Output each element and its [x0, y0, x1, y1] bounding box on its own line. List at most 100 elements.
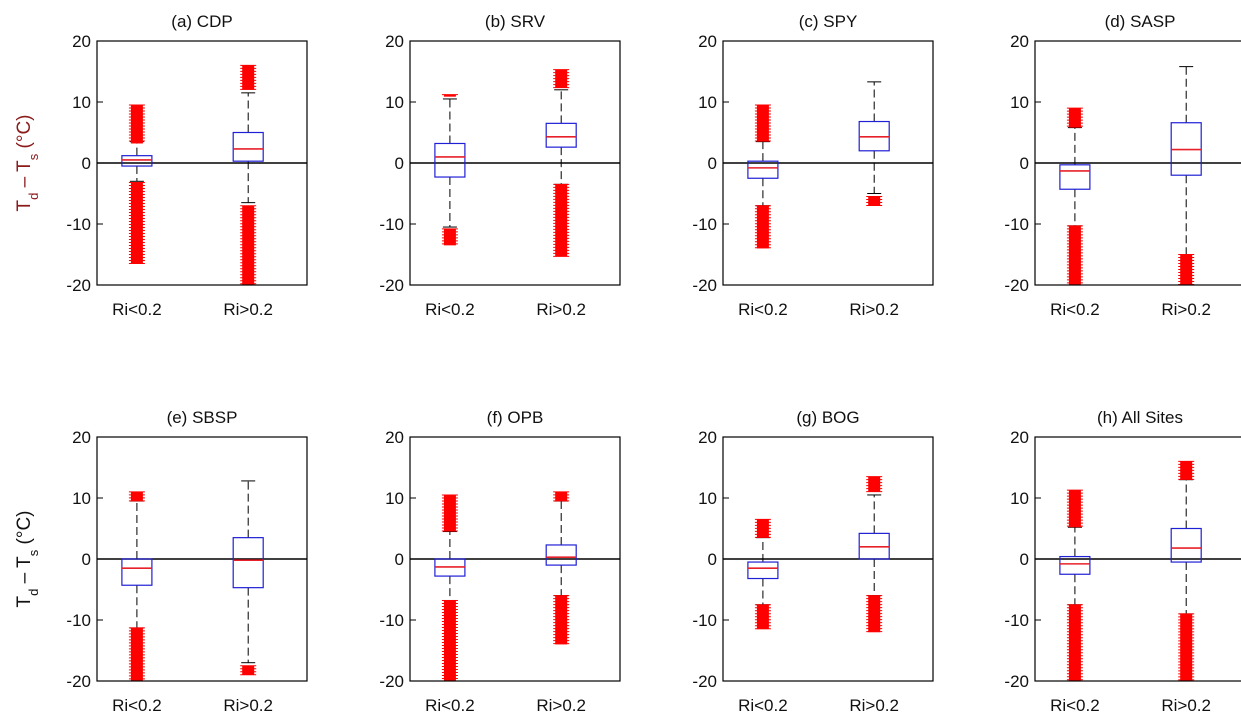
y-tick-label: 20	[385, 428, 404, 447]
box-ri-gt-0-2	[858, 81, 890, 207]
chart-panel: (a) CDP -20 -10 0 10 20 Ri<0.2 Ri>0.2	[66, 12, 308, 319]
chart-panel: (e) SBSP -20 -10 0 10 20 Ri<0.2 Ri>0.2	[66, 408, 308, 715]
iqr-box	[747, 561, 779, 580]
x-category-label: Ri<0.2	[738, 300, 788, 319]
y-tick-label: -20	[379, 672, 404, 691]
x-category-label: Ri<0.2	[425, 696, 475, 715]
y-axis-label: Td – Ts (°C)	[14, 511, 41, 608]
y-tick-label: -20	[66, 276, 91, 295]
x-category-label: Ri>0.2	[1161, 300, 1211, 319]
x-category-label: Ri>0.2	[849, 300, 899, 319]
x-category-label: Ri<0.2	[1050, 300, 1100, 319]
chart-panel: (g) BOG -20 -10 0 10 20 Ri<0.2 Ri>0.2	[692, 408, 934, 715]
y-tick-label: -10	[1004, 611, 1029, 630]
y-tick-label: 10	[385, 93, 404, 112]
y-tick-label: 0	[395, 154, 404, 173]
iqr-box	[232, 131, 264, 162]
y-tick-label: 10	[72, 93, 91, 112]
y-tick-label: 0	[395, 550, 404, 569]
y-tick-label: 20	[698, 32, 717, 51]
box-ri-gt-0-2	[1170, 460, 1202, 681]
box-ri-gt-0-2	[1170, 66, 1202, 285]
y-axis-label: Td – Ts (°C)	[14, 115, 41, 212]
y-tick-label: -10	[692, 215, 717, 234]
box-ri-gt-0-2	[232, 64, 264, 285]
y-tick-label: -10	[379, 215, 404, 234]
y-tick-label: 20	[385, 32, 404, 51]
y-tick-label: 0	[708, 154, 717, 173]
x-category-label: Ri<0.2	[1050, 696, 1100, 715]
chart-panel: (h) All Sites -20 -10 0 10 20 Ri<0.2 Ri>0.2	[1004, 408, 1241, 715]
box-ri-gt-0-2	[232, 480, 264, 676]
outlier-cluster	[868, 196, 881, 206]
iqr-box	[232, 537, 264, 589]
plot-frame	[1034, 40, 1241, 286]
y-tick-label: 0	[82, 154, 91, 173]
iqr-box	[1170, 527, 1202, 563]
outlier-cluster	[555, 491, 568, 502]
box-ri-lt-0-2	[747, 518, 779, 630]
plot-frame	[722, 436, 934, 682]
panel-title: (a) CDP	[171, 12, 232, 31]
chart-panel: (b) SRV -20 -10 0 10 20 Ri<0.2 Ri>0.2	[379, 12, 621, 319]
panel-title: (f) OPB	[487, 408, 544, 427]
x-category-label: Ri<0.2	[738, 696, 788, 715]
plot-frame	[409, 40, 621, 286]
box-ri-lt-0-2	[434, 494, 466, 681]
x-category-label: Ri>0.2	[536, 696, 586, 715]
box-ri-lt-0-2	[434, 94, 466, 246]
y-tick-label: -10	[692, 611, 717, 630]
panel-title: (b) SRV	[485, 12, 546, 31]
y-tick-label: 0	[82, 550, 91, 569]
box-ri-gt-0-2	[545, 69, 577, 257]
iqr-box	[434, 142, 466, 178]
y-tick-label: -20	[1004, 672, 1029, 691]
y-tick-label: -20	[1004, 276, 1029, 295]
iqr-box	[121, 155, 153, 167]
x-category-label: Ri>0.2	[223, 300, 273, 319]
y-tick-label: 20	[72, 32, 91, 51]
y-tick-label: 20	[698, 428, 717, 447]
plot-frame	[96, 436, 308, 682]
panel-title: (e) SBSP	[167, 408, 238, 427]
y-tick-label: -20	[692, 276, 717, 295]
y-tick-label: -10	[1004, 215, 1029, 234]
panel-title: (h) All Sites	[1097, 408, 1183, 427]
outlier-cluster	[443, 228, 456, 246]
y-tick-label: -10	[66, 611, 91, 630]
y-tick-label: -10	[66, 215, 91, 234]
y-tick-label: 20	[1010, 428, 1029, 447]
chart-panel: (c) SPY -20 -10 0 10 20 Ri<0.2 Ri>0.2	[692, 12, 934, 319]
x-category-label: Ri>0.2	[223, 696, 273, 715]
plot-frame	[1034, 436, 1241, 682]
plot-frame	[96, 40, 308, 286]
y-tick-label: 10	[698, 489, 717, 508]
y-tick-label: -10	[379, 611, 404, 630]
box-ri-lt-0-2	[747, 104, 779, 249]
box-ri-gt-0-2	[545, 491, 577, 645]
outlier-cluster	[130, 182, 143, 264]
y-tick-label: 20	[1010, 32, 1029, 51]
chart-panel: (f) OPB -20 -10 0 10 20 Ri<0.2 Ri>0.2	[379, 408, 621, 715]
y-tick-label: -20	[692, 672, 717, 691]
iqr-box	[545, 544, 577, 566]
y-tick-label: 10	[1010, 489, 1029, 508]
outlier-cluster	[1180, 613, 1193, 681]
plot-frame	[409, 436, 621, 682]
x-category-label: Ri<0.2	[112, 300, 162, 319]
box-ri-lt-0-2	[121, 104, 153, 265]
y-tick-label: 20	[72, 428, 91, 447]
chart-panel: (d) SASP -20 -10 0 10 20 Ri<0.2 Ri>0.2	[1004, 12, 1241, 319]
box-ri-lt-0-2	[121, 491, 153, 681]
box-ri-lt-0-2	[1059, 107, 1091, 285]
x-category-label: Ri>0.2	[849, 696, 899, 715]
y-tick-label: 0	[708, 550, 717, 569]
x-category-label: Ri<0.2	[112, 696, 162, 715]
panel-title: (g) BOG	[796, 408, 859, 427]
outlier-cluster	[443, 94, 456, 97]
iqr-box	[545, 122, 577, 148]
iqr-box	[1059, 164, 1091, 190]
outlier-cluster	[242, 665, 255, 675]
outlier-cluster	[868, 476, 881, 492]
